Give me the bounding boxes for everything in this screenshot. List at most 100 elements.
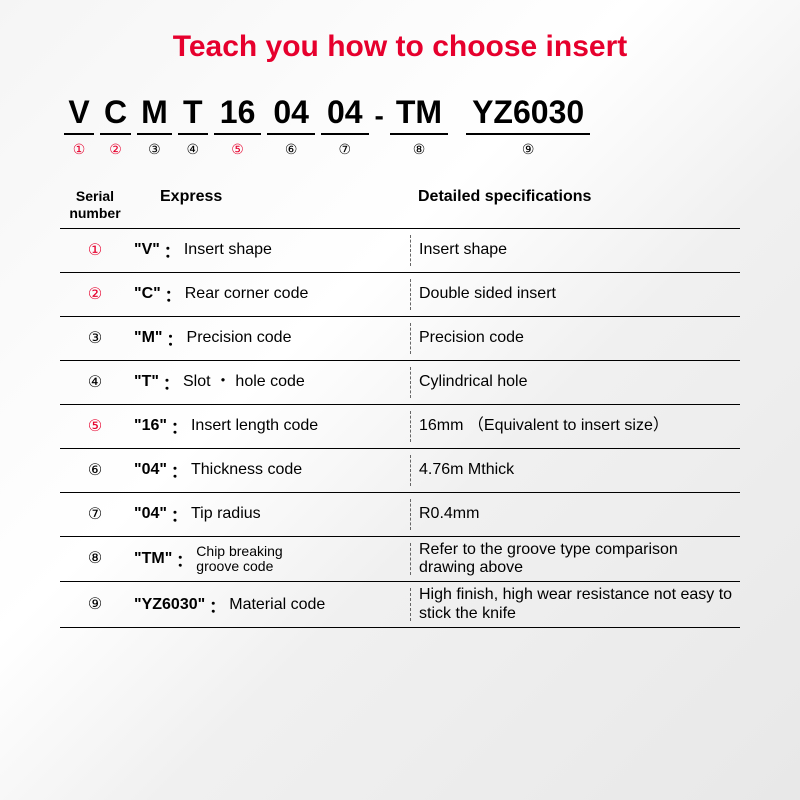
code-letter: V — [64, 94, 94, 135]
code-segment: 04 ⑦ — [321, 94, 369, 158]
code-letter: 04 — [267, 94, 315, 135]
table-row: ⑨"YZ6030"：Material codeHigh finish, high… — [60, 582, 740, 628]
header-serial: Serialnumber — [60, 188, 130, 222]
code-segment: 04 ⑥ — [267, 94, 315, 158]
express-code: "04" — [130, 505, 167, 523]
code-segment: T④ — [178, 94, 208, 158]
row-serial: ⑤ — [60, 417, 130, 436]
row-serial: ② — [60, 285, 130, 304]
express-code: "16" — [130, 417, 167, 435]
express-label: Precision code — [187, 329, 292, 347]
row-express: "04"：Thickness code — [130, 458, 410, 482]
row-express: "V"：Insert shape — [130, 238, 410, 262]
row-serial: ① — [60, 241, 130, 260]
code-index: ⑥ — [285, 141, 298, 158]
code-index: ⑧ — [413, 141, 426, 158]
code-segment: TM ⑧ — [390, 94, 448, 158]
express-colon: ： — [163, 326, 187, 350]
row-serial: ③ — [60, 329, 130, 348]
table-row: ⑧"TM"：Chip breakinggroove codeRefer to t… — [60, 537, 740, 583]
code-index: ④ — [186, 141, 199, 158]
row-serial: ④ — [60, 373, 130, 392]
row-detail: Refer to the groove type comparison draw… — [411, 541, 740, 578]
express-code: "V" — [130, 241, 160, 259]
code-letter: 16 — [214, 94, 262, 135]
code-dash: - — [375, 94, 384, 158]
row-detail: R0.4mm — [411, 505, 740, 523]
header-express: Express — [130, 188, 410, 222]
row-express: "C"：Rear corner code — [130, 282, 410, 306]
code-segment: 16 ⑤ — [214, 94, 262, 158]
express-label: Rear corner code — [185, 285, 309, 303]
express-colon: ： — [167, 502, 191, 526]
code-gap — [454, 94, 460, 158]
code-letter: T — [178, 94, 208, 135]
row-serial: ⑨ — [60, 595, 130, 614]
express-colon: ： — [167, 414, 191, 438]
express-code: "TM" — [130, 550, 172, 568]
express-code: "YZ6030" — [130, 596, 205, 614]
row-detail: 16mm （Equivalent to insert size） — [411, 417, 740, 435]
table-header: Serialnumber Express Detailed specificat… — [60, 188, 740, 229]
table-row: ④"T"：Slot ・ hole codeCylindrical hole — [60, 361, 740, 405]
express-label: Insert shape — [184, 241, 272, 259]
express-code: "T" — [130, 373, 159, 391]
row-express: "M"：Precision code — [130, 326, 410, 350]
row-express: "04"：Tip radius — [130, 502, 410, 526]
express-label: Slot ・ hole code — [183, 373, 305, 391]
code-index: ② — [109, 141, 122, 158]
code-letter: M — [137, 94, 172, 135]
code-segment: M③ — [137, 94, 172, 158]
code-letter: TM — [390, 94, 448, 135]
row-detail: High finish, high wear resistance not ea… — [411, 586, 740, 623]
infographic-container: Teach you how to choose insert V①C②M③T④1… — [0, 0, 800, 648]
express-colon: ： — [167, 458, 191, 482]
table-row: ⑥"04"：Thickness code4.76m Mthick — [60, 449, 740, 493]
express-label: Chip breakinggroove code — [196, 544, 282, 575]
code-index: ① — [73, 141, 86, 158]
row-express: "YZ6030"：Material code — [130, 593, 410, 617]
row-serial: ⑧ — [60, 549, 130, 568]
code-index: ⑦ — [338, 141, 351, 158]
row-detail: Precision code — [411, 329, 740, 347]
code-breakdown-row: V①C②M③T④16⑤04⑥04⑦-TM⑧YZ6030⑨ — [60, 94, 740, 158]
row-detail: Insert shape — [411, 241, 740, 259]
row-serial: ⑥ — [60, 461, 130, 480]
row-serial: ⑦ — [60, 505, 130, 524]
express-colon: ： — [161, 282, 185, 306]
table-row: ③"M"：Precision codePrecision code — [60, 317, 740, 361]
row-express: "16"：Insert length code — [130, 414, 410, 438]
table-row: ⑦"04"：Tip radiusR0.4mm — [60, 493, 740, 537]
express-code: "C" — [130, 285, 161, 303]
table-row: ②"C"：Rear corner codeDouble sided insert — [60, 273, 740, 317]
table-body: ①"V"：Insert shapeInsert shape②"C"：Rear c… — [60, 229, 740, 629]
table-row: ①"V"：Insert shapeInsert shape — [60, 229, 740, 273]
express-label: Insert length code — [191, 417, 318, 435]
express-code: "M" — [130, 329, 163, 347]
code-letter: C — [100, 94, 131, 135]
page-title: Teach you how to choose insert — [60, 30, 740, 64]
express-label: Thickness code — [191, 461, 302, 479]
express-colon: ： — [172, 547, 196, 571]
row-express: "T"：Slot ・ hole code — [130, 370, 410, 394]
row-detail: Cylindrical hole — [411, 373, 740, 391]
code-segment: V① — [64, 94, 94, 158]
row-detail: Double sided insert — [411, 285, 740, 303]
row-express: "TM"：Chip breakinggroove code — [130, 544, 410, 575]
row-detail: 4.76m Mthick — [411, 461, 740, 479]
code-index: ⑨ — [522, 141, 535, 158]
code-index: ⑤ — [231, 141, 244, 158]
express-colon: ： — [160, 238, 184, 262]
express-label: Material code — [229, 596, 325, 614]
express-colon: ： — [159, 370, 183, 394]
express-code: "04" — [130, 461, 167, 479]
code-letter: 04 — [321, 94, 369, 135]
code-index: ③ — [148, 141, 161, 158]
code-segment: YZ6030 ⑨ — [466, 94, 590, 158]
express-label: Tip radius — [191, 505, 261, 523]
spec-table: Serialnumber Express Detailed specificat… — [60, 188, 740, 628]
header-detail: Detailed specifications — [410, 188, 740, 222]
code-segment: C② — [100, 94, 131, 158]
table-row: ⑤"16"：Insert length code16mm （Equivalent… — [60, 405, 740, 449]
code-letter: YZ6030 — [466, 94, 590, 135]
